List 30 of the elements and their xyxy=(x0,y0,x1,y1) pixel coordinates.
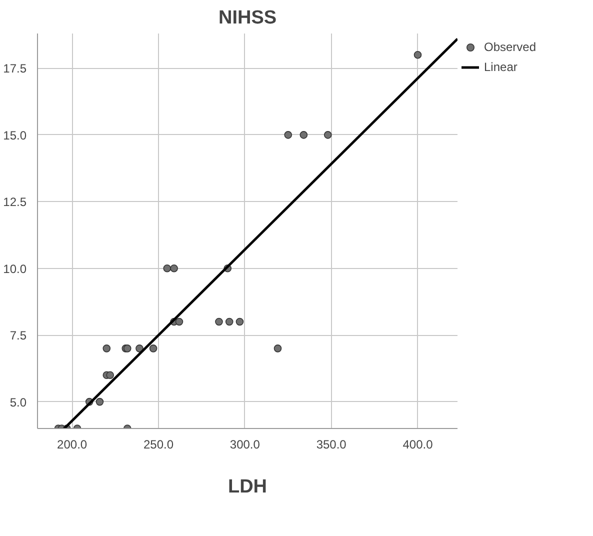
chart-title: NIHSS xyxy=(218,8,277,28)
point xyxy=(149,344,158,352)
point xyxy=(170,264,178,272)
y-tick-label: 17.5 xyxy=(3,62,27,76)
point xyxy=(175,318,184,326)
y-tick-label: 7.5 xyxy=(10,328,27,343)
point xyxy=(163,264,172,272)
point xyxy=(284,131,292,139)
y-tick-label: 10.0 xyxy=(3,262,27,276)
y-tick-label: 5.0 xyxy=(10,395,27,410)
y-tick-label: 15.0 xyxy=(3,128,27,142)
legend-label: Observed xyxy=(484,40,536,54)
legend-label: Linear xyxy=(484,60,518,74)
point xyxy=(414,50,422,59)
y-tick-label: 12.5 xyxy=(3,195,27,210)
x-axis-title: LDH xyxy=(228,476,268,498)
x-tick-label: 300.0 xyxy=(230,438,260,452)
point xyxy=(96,398,104,406)
point xyxy=(236,318,244,326)
point xyxy=(215,318,223,326)
x-tick-label: 200.0 xyxy=(57,438,88,452)
x-tick-label: 250.0 xyxy=(143,438,174,452)
point xyxy=(274,344,282,352)
x-tick-label: 400.0 xyxy=(402,438,434,452)
point xyxy=(324,131,332,139)
x-tick-label: 350.0 xyxy=(316,438,347,452)
point xyxy=(300,131,308,139)
point xyxy=(225,318,234,326)
point xyxy=(106,371,114,380)
point xyxy=(102,344,111,352)
